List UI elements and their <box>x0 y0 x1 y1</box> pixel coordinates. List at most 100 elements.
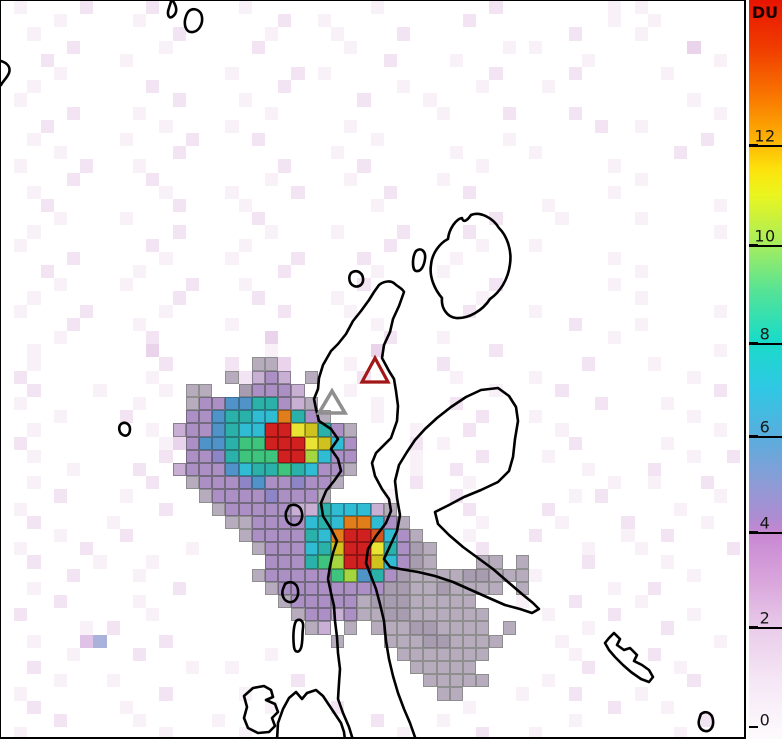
noise-cell <box>568 436 582 450</box>
noise-cell <box>515 687 529 701</box>
plume-cell <box>251 542 265 556</box>
noise-cell <box>106 674 120 688</box>
noise-cell <box>159 304 173 318</box>
noise-cell <box>14 502 28 516</box>
noise-cell <box>463 529 477 543</box>
noise-cell <box>159 502 173 516</box>
plume-cell <box>410 621 424 635</box>
plume-cell <box>251 383 265 397</box>
noise-cell <box>647 581 661 595</box>
noise-cell <box>172 146 186 160</box>
plume-cell <box>265 489 279 503</box>
plume-cell <box>397 529 411 543</box>
noise-cell <box>463 14 477 28</box>
noise-cell <box>634 172 648 186</box>
plume-cell <box>291 489 305 503</box>
plume-cell <box>397 634 411 648</box>
noise-cell <box>40 199 54 213</box>
noise-cell <box>713 304 727 318</box>
plume-cell <box>172 463 186 477</box>
noise-cell <box>608 700 622 714</box>
volcano-marker-gray <box>315 387 349 415</box>
noise-cell <box>370 199 384 213</box>
noise-cell <box>555 423 569 437</box>
noise-cell <box>159 40 173 54</box>
plume-cell <box>291 410 305 424</box>
noise-cell <box>225 119 239 133</box>
noise-cell <box>661 397 675 411</box>
plume-cell <box>212 436 226 450</box>
colorbar-boundary-line <box>748 145 782 147</box>
plume-cell <box>476 647 490 661</box>
plume-cell <box>265 370 279 384</box>
coastline-path <box>242 684 280 735</box>
noise-cell <box>476 291 490 305</box>
colorbar-boundary-line <box>748 532 782 534</box>
noise-cell <box>27 357 41 371</box>
noise-cell <box>568 27 582 41</box>
plume-cell <box>449 621 463 635</box>
noise-cell <box>27 133 41 147</box>
plume-cell <box>265 542 279 556</box>
noise-cell <box>172 225 186 239</box>
plume-cell <box>199 436 213 450</box>
noise-cell <box>67 463 81 477</box>
noise-cell <box>133 159 147 173</box>
plume-cell <box>291 397 305 411</box>
noise-cell <box>713 199 727 213</box>
noise-cell <box>251 133 265 147</box>
noise-cell <box>265 647 279 661</box>
colorbar-tick <box>748 435 758 437</box>
plume-cell <box>225 410 239 424</box>
plume-cell <box>317 542 331 556</box>
plume-cell <box>515 555 529 569</box>
noise-cell <box>436 436 450 450</box>
plume-cell <box>397 595 411 609</box>
noise-cell <box>634 687 648 701</box>
noise-cell <box>317 67 331 81</box>
plume-cell <box>238 502 252 516</box>
plume-cell <box>265 476 279 490</box>
noise-cell <box>40 53 54 67</box>
noise-cell <box>370 397 384 411</box>
noise-cell <box>502 133 516 147</box>
plume-cell <box>476 568 490 582</box>
noise-cell <box>463 225 477 239</box>
plume-cell <box>251 489 265 503</box>
noise-cell <box>225 251 239 265</box>
noise-cell <box>146 331 160 345</box>
plume-cell <box>423 621 437 635</box>
plume-cell <box>436 595 450 609</box>
plume-cell <box>278 410 292 424</box>
noise-cell <box>146 344 160 358</box>
noise-cell <box>14 159 28 173</box>
noise-cell <box>661 555 675 569</box>
noise-cell <box>67 317 81 331</box>
noise-cell <box>727 542 741 556</box>
noise-cell <box>529 410 543 424</box>
plume-cell <box>344 463 358 477</box>
colorbar-boundary-line <box>748 245 782 247</box>
noise-cell <box>449 53 463 67</box>
noise-cell <box>14 727 28 737</box>
noise-cell <box>238 1 252 15</box>
noise-cell <box>397 727 411 737</box>
noise-cell <box>344 357 358 371</box>
plume-cell <box>238 463 252 477</box>
plume-cell <box>463 608 477 622</box>
noise-cell <box>621 515 635 529</box>
plume-cell <box>291 436 305 450</box>
noise-cell <box>212 713 226 727</box>
noise-cell <box>278 80 292 94</box>
plume-cell <box>225 476 239 490</box>
noise-cell <box>278 159 292 173</box>
noise-cell <box>700 476 714 490</box>
plume-cell <box>463 568 477 582</box>
plume-cell <box>185 449 199 463</box>
plume-cell <box>238 515 252 529</box>
noise-cell <box>27 225 41 239</box>
plume-cell <box>265 502 279 516</box>
plume-cell <box>463 647 477 661</box>
plume-cell <box>436 647 450 661</box>
